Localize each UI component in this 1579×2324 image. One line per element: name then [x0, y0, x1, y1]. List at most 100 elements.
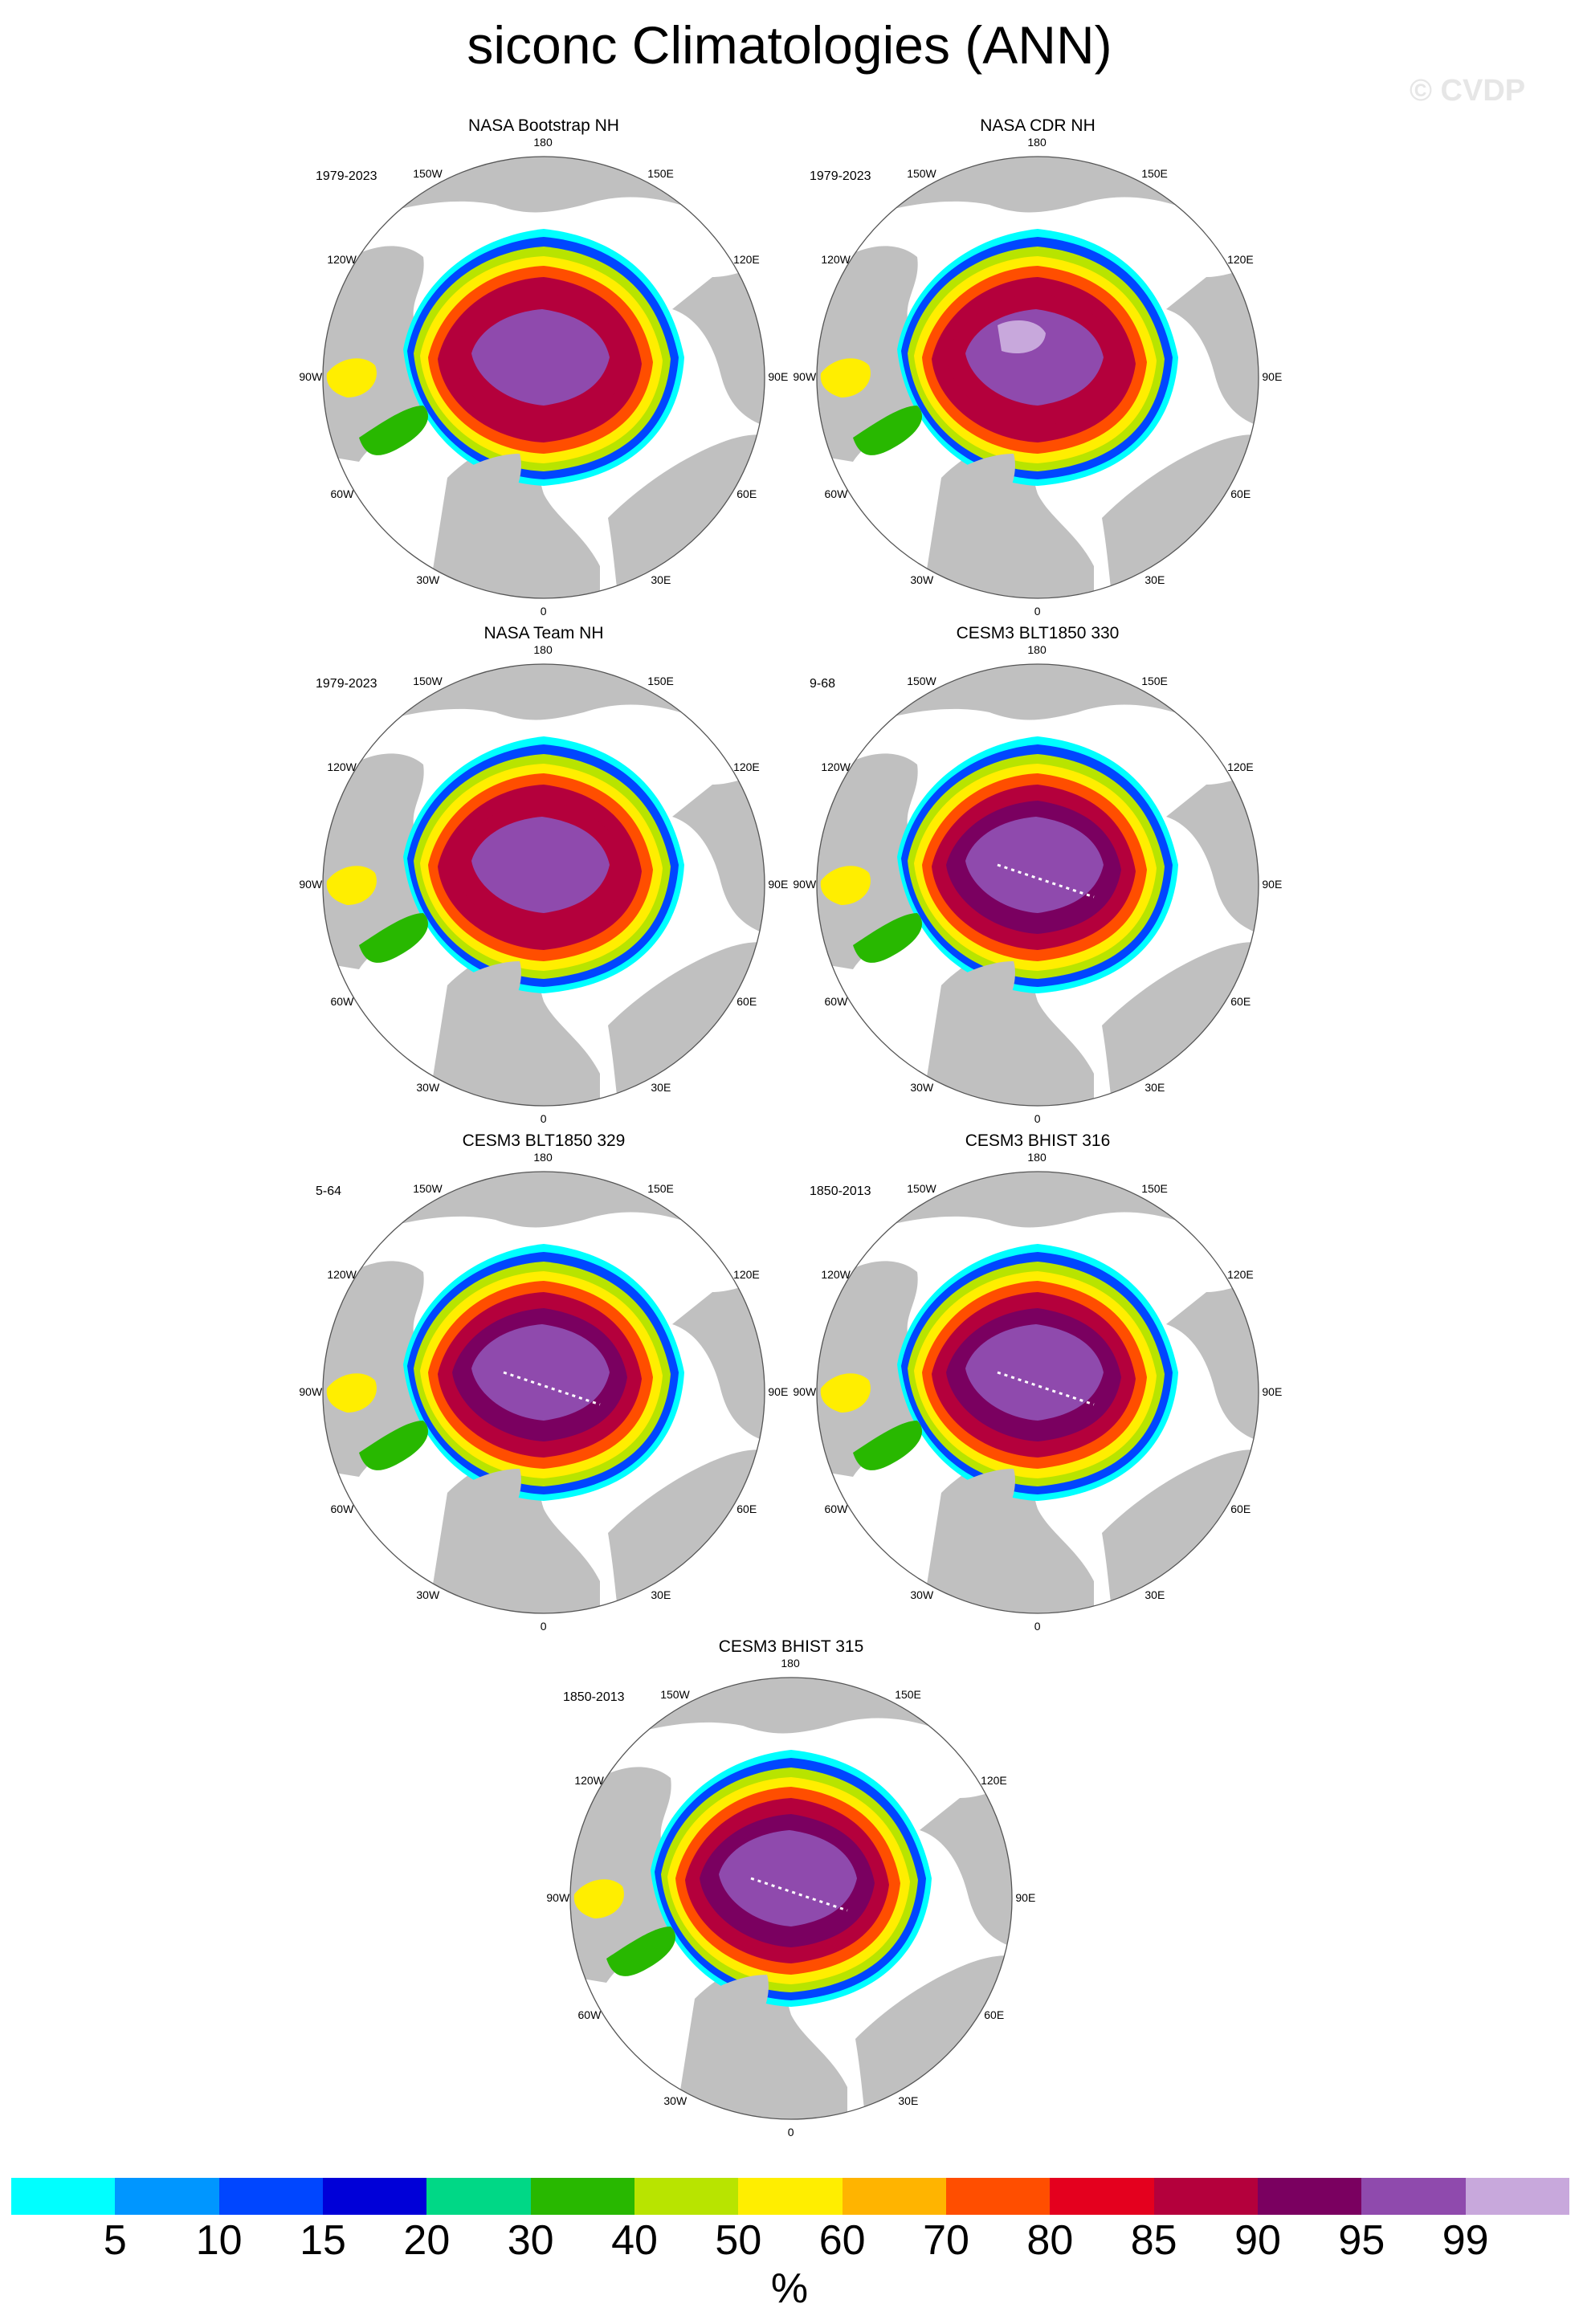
- colorbar-segment: [426, 2178, 531, 2215]
- colorbar-segment: [842, 2178, 946, 2215]
- longitude-label: 60W: [330, 995, 354, 1008]
- longitude-label: 30E: [1144, 1588, 1165, 1601]
- greenland-land: [943, 454, 1015, 513]
- north-america-land: [817, 1261, 965, 1477]
- longitude-label: 120E: [733, 760, 760, 773]
- hudson-bay-ice: [326, 866, 377, 905]
- longitude-label: 0: [1034, 1620, 1041, 1633]
- longitude-label: 120E: [981, 1774, 1007, 1787]
- longitude-label: 90W: [793, 878, 817, 891]
- dateline-artifact: [997, 863, 1095, 899]
- longitude-label: 150W: [413, 1182, 443, 1196]
- panel-period: 1979-2023: [316, 169, 377, 183]
- polar-map: [322, 1171, 765, 1614]
- longitude-label: 90E: [1015, 1891, 1036, 1904]
- hudson-bay-ice: [820, 866, 871, 905]
- colorbar-segment: [1257, 2178, 1362, 2215]
- longitude-label: 60E: [1230, 1502, 1251, 1515]
- longitude-label: 60W: [824, 995, 848, 1008]
- north-america-land: [323, 246, 471, 462]
- longitude-label: 60E: [736, 995, 757, 1008]
- longitude-label: 180: [533, 643, 553, 656]
- ice-concentration-band: [471, 817, 610, 913]
- longitude-label: 120E: [1227, 760, 1254, 773]
- longitude-label: 90E: [1262, 878, 1283, 891]
- longitude-label: 60W: [330, 1502, 354, 1515]
- siberia-land: [1166, 744, 1259, 937]
- panel-period: 1850-2013: [563, 1690, 625, 1704]
- siberia-land: [672, 237, 765, 430]
- longitude-label: 30W: [663, 2094, 687, 2107]
- greenland-land: [449, 1469, 521, 1528]
- longitude-label: 30W: [416, 573, 440, 586]
- colorbar-segment: [11, 2178, 116, 2215]
- colorbar-segment: [1465, 2178, 1569, 2215]
- longitude-label: 60E: [984, 2008, 1005, 2021]
- map-panel: CESM3 BHIST 315 1850-2013 180 150E 120E 90E 60…: [510, 1637, 1072, 2151]
- colorbar-segment: [738, 2178, 843, 2215]
- map-boundary: [322, 663, 765, 1107]
- colorbar-tick-label: 60: [818, 2217, 866, 2264]
- map-boundary: [816, 1171, 1259, 1614]
- longitude-label: 180: [533, 1151, 553, 1164]
- polar-map: [322, 156, 765, 599]
- map-panel: NASA CDR NH 1979-2023 180 150E 120E 90E 60E 30E…: [757, 116, 1319, 630]
- longitude-label: 0: [787, 2126, 794, 2138]
- longitude-label: 0: [540, 1112, 547, 1125]
- colorbar-segment: [322, 2178, 427, 2215]
- longitude-label: 60E: [736, 487, 757, 500]
- longitude-label: 120E: [733, 1268, 760, 1281]
- panel-title: NASA Bootstrap NH: [468, 116, 619, 135]
- siberia-land: [920, 1758, 1012, 1951]
- colorbar-segment: [1361, 2178, 1466, 2215]
- panel-period: 1850-2013: [810, 1184, 871, 1198]
- colorbar-tick-label: 80: [1026, 2217, 1074, 2264]
- map-panel: NASA Team NH 1979-2023 180 150E 120E 90E 60E 30…: [263, 624, 825, 1138]
- colorbar: [11, 2178, 1569, 2215]
- panel-period: 1979-2023: [316, 677, 377, 691]
- panel-title: CESM3 BLT1850 329: [462, 1131, 626, 1150]
- longitude-label: 120E: [733, 253, 760, 266]
- map-panel: NASA Bootstrap NH 1979-2023 180 150E 120E 90E…: [263, 116, 825, 630]
- greenland-land: [449, 961, 521, 1021]
- longitude-label: 120W: [327, 253, 357, 266]
- longitude-label: 60W: [577, 2008, 602, 2021]
- polar-map: [322, 663, 765, 1107]
- longitude-label: 120W: [821, 1268, 851, 1281]
- north-america-land: [817, 753, 965, 969]
- colorbar-tick-label: 10: [195, 2217, 243, 2264]
- panel-title: CESM3 BHIST 315: [718, 1637, 864, 1656]
- longitude-label: 180: [1027, 136, 1047, 149]
- panel-title: NASA CDR NH: [980, 116, 1096, 135]
- colorbar-segment: [1050, 2178, 1154, 2215]
- ice-concentration-band: [998, 320, 1046, 354]
- colorbar-segment: [1153, 2178, 1258, 2215]
- longitude-label: 90W: [793, 1385, 817, 1398]
- longitude-label: 150E: [895, 1688, 921, 1702]
- siberia-land: [672, 1252, 765, 1445]
- longitude-label: 120W: [821, 760, 851, 773]
- longitude-label: 90W: [299, 370, 323, 383]
- longitude-label: 150W: [413, 167, 443, 181]
- siberia-land: [1166, 237, 1259, 430]
- polar-map: [816, 1171, 1259, 1614]
- hudson-bay-ice: [820, 1373, 871, 1413]
- longitude-label: 90E: [1262, 370, 1283, 383]
- polar-map: [816, 156, 1259, 599]
- greenland-land: [943, 961, 1015, 1021]
- greenland-land: [696, 1975, 769, 2034]
- longitude-label: 0: [1034, 605, 1041, 618]
- north-america-land: [570, 1767, 719, 1983]
- longitude-label: 60W: [824, 1502, 848, 1515]
- longitude-label: 30W: [910, 573, 934, 586]
- colorbar-tick-label: 40: [611, 2217, 658, 2264]
- panel-period: 5-64: [316, 1184, 342, 1198]
- north-america-land: [323, 753, 471, 969]
- colorbar-segment: [634, 2178, 739, 2215]
- north-america-land: [323, 1261, 471, 1477]
- colorbar-segment: [530, 2178, 634, 2215]
- longitude-label: 180: [1027, 643, 1047, 656]
- colorbar-segment: [115, 2178, 219, 2215]
- colorbar-tick-label: 95: [1338, 2217, 1385, 2264]
- longitude-label: 90E: [768, 370, 789, 383]
